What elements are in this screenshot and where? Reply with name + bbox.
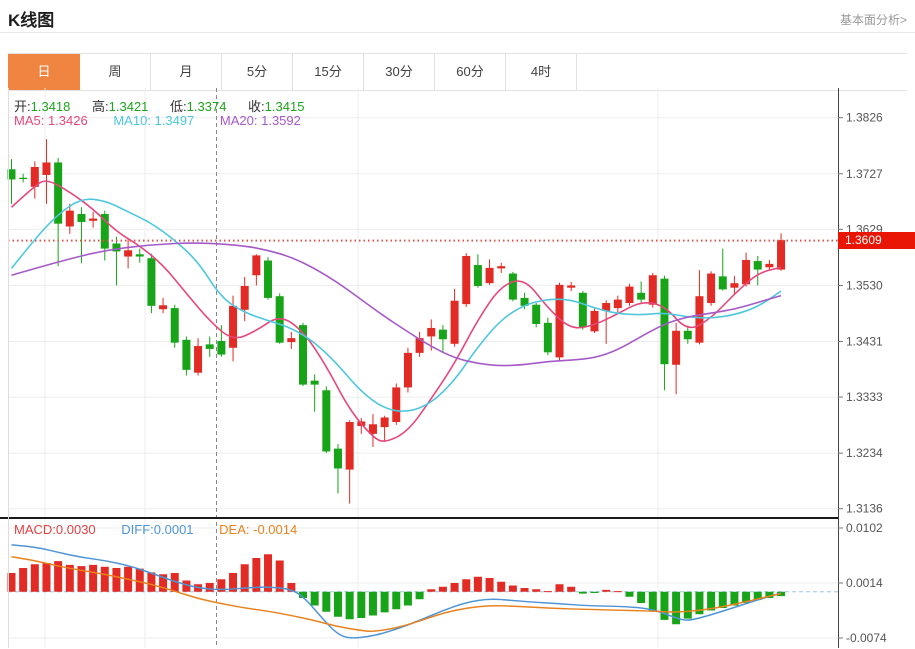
y-axis-labels: 1.38261.37271.36291.35301.34311.33331.32… <box>838 111 887 645</box>
diff-line <box>11 544 782 639</box>
ohlc-low: 低:1.3374 <box>170 99 227 114</box>
current-price-tag: 1.3609 <box>838 232 915 249</box>
tab-4hour[interactable]: 4时 <box>506 54 577 90</box>
ma-readout: MA5: 1.3426 MA10: 1.3497 MA20: 1.3592 <box>14 113 301 128</box>
ohlc-close: 收:1.3415 <box>248 99 305 114</box>
gridlines <box>8 88 838 648</box>
dea-line <box>11 556 782 633</box>
ohlc-open: 开:1.3418 <box>14 99 71 114</box>
diff-value: DIFF:0.0001 <box>121 522 194 537</box>
svg-text:-0.0074: -0.0074 <box>846 631 887 645</box>
ma10-line <box>10 198 782 412</box>
tab-30min[interactable]: 30分 <box>364 54 435 90</box>
tab-15min[interactable]: 15分 <box>293 54 364 90</box>
svg-text:1.3333: 1.3333 <box>846 390 883 404</box>
ma5-value: MA5: 1.3426 <box>14 113 88 128</box>
dea-value: DEA: -0.0014 <box>219 522 298 537</box>
svg-text:1.3530: 1.3530 <box>846 278 883 292</box>
macd-value: MACD:0.0030 <box>14 522 96 537</box>
svg-text:1.3431: 1.3431 <box>846 335 883 349</box>
macd-histogram <box>7 554 786 625</box>
ohlc-readout: 开:1.3418 高:1.3421 低:1.3374 收:1.3415 <box>14 96 322 115</box>
tab-5min[interactable]: 5分 <box>222 54 293 90</box>
page-title: K线图 <box>8 11 55 30</box>
svg-text:0.0014: 0.0014 <box>846 576 883 590</box>
tab-week[interactable]: 周 <box>80 54 151 90</box>
ma10-value: MA10: 1.3497 <box>113 113 195 128</box>
svg-text:1.3727: 1.3727 <box>846 167 883 181</box>
tab-month[interactable]: 月 <box>151 54 222 90</box>
fundamental-analysis-link[interactable]: 基本面分析> <box>839 13 907 27</box>
tab-60min[interactable]: 60分 <box>435 54 506 90</box>
tab-day[interactable]: 日 <box>8 54 80 90</box>
title-divider <box>0 32 915 33</box>
ma20-line <box>11 242 782 367</box>
macd-readout: MACD:0.0030 DIFF:0.0001 DEA: -0.0014 <box>14 522 297 537</box>
ma20-value: MA20: 1.3592 <box>219 113 301 128</box>
svg-text:1.3136: 1.3136 <box>846 502 883 516</box>
candles <box>7 139 786 504</box>
svg-text:1.3234: 1.3234 <box>846 446 883 460</box>
svg-text:0.0102: 0.0102 <box>846 521 883 535</box>
svg-text:1.3826: 1.3826 <box>846 111 883 125</box>
panel-separator <box>0 517 838 519</box>
ohlc-high: 高:1.3421 <box>92 99 149 114</box>
interval-tabbar: 日 周 月 5分 15分 30分 60分 4时 <box>8 53 907 91</box>
